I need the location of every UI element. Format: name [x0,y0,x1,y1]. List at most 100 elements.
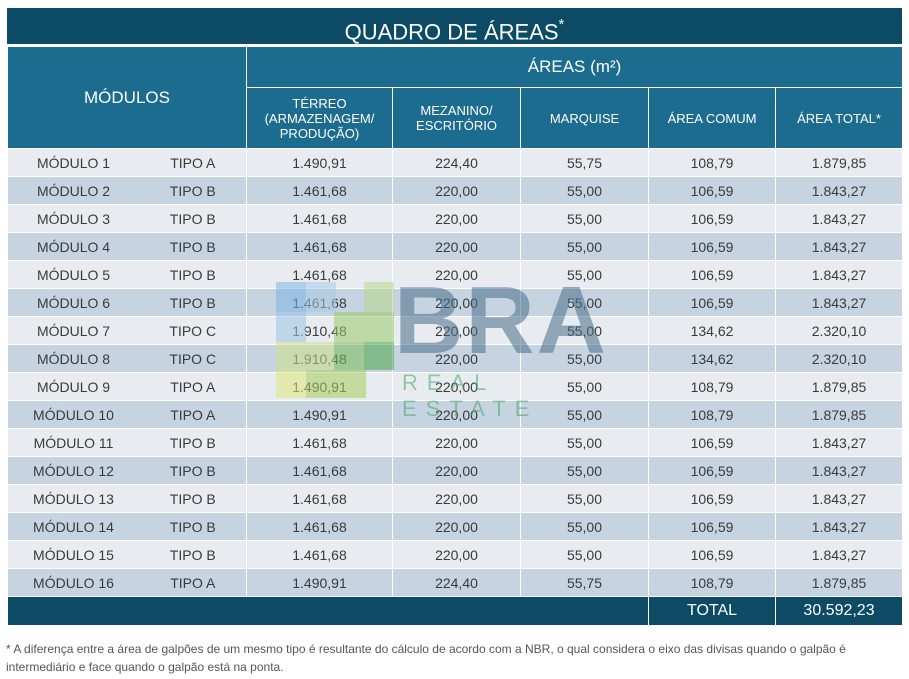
table-row: MÓDULO 5 TIPO B 1.461,68 220,00 55,00 106,59 1… [7,260,904,289]
page-title: QUADRO DE ÁREAS* [7,8,902,46]
table-row: MÓDULO 8 TIPO C 1.910,48 220,00 55,00 134,62 2… [7,344,904,373]
marquise-cell: 55,00 [520,260,649,289]
terreo-cell: 1.461,68 [246,456,393,485]
table-row: MÓDULO 16 TIPO A 1.490,91 224,40 55,75 108,79… [7,568,904,597]
tipo-cell: TIPO B [139,260,247,289]
area-total-cell: 1.843,27 [774,484,904,513]
total-spacer [7,596,649,626]
tipo-cell: TIPO B [139,512,247,541]
table-row: MÓDULO 9 TIPO A 1.490,91 220,00 55,00 108,79 1… [7,372,904,401]
modulo-cell: MÓDULO 13 [7,484,140,513]
table-row: MÓDULO 4 TIPO B 1.461,68 220,00 55,00 106,59 1… [7,232,904,261]
area-comum-cell: 106,59 [648,204,776,233]
tipo-cell: TIPO B [139,456,247,485]
tipo-cell: TIPO B [139,540,247,569]
table-row: MÓDULO 12 TIPO B 1.461,68 220,00 55,00 106,59… [7,456,904,485]
table-row: MÓDULO 11 TIPO B 1.461,68 220,00 55,00 106,59… [7,428,904,457]
area-comum-cell: 134,62 [648,344,776,373]
table-row: MÓDULO 6 TIPO B 1.461,68 220,00 55,00 106,59 1… [7,288,904,317]
area-total-cell: 2.320,10 [774,316,904,345]
tipo-cell: TIPO B [139,176,247,205]
tipo-cell: TIPO C [139,344,247,373]
mezanino-cell: 220,00 [392,316,521,345]
area-total-cell: 1.879,85 [774,372,904,401]
area-comum-cell: 106,59 [648,456,776,485]
area-comum-cell: 108,79 [648,568,776,597]
modulo-cell: MÓDULO 15 [7,540,140,569]
table-row: MÓDULO 3 TIPO B 1.461,68 220,00 55,00 106,59 1… [7,204,904,233]
tipo-cell: TIPO B [139,288,247,317]
mezanino-cell: 220,00 [392,232,521,261]
header-area-comum: ÁREA COMUM [648,87,776,149]
marquise-cell: 55,00 [520,512,649,541]
area-total-cell: 1.879,85 [774,148,904,177]
terreo-cell: 1.461,68 [246,512,393,541]
tipo-cell: TIPO B [139,484,247,513]
title-text: QUADRO DE ÁREAS [344,19,559,45]
table-row: MÓDULO 14 TIPO B 1.461,68 220,00 55,00 106,59… [7,512,904,541]
header-modulos: MÓDULOS [7,46,247,149]
mezanino-cell: 220,00 [392,344,521,373]
area-total-cell: 1.843,27 [774,232,904,261]
area-total-cell: 1.843,27 [774,176,904,205]
area-total-cell: 1.879,85 [774,568,904,597]
mezanino-cell: 220,00 [392,484,521,513]
area-comum-cell: 106,59 [648,260,776,289]
areas-table: MÓDULOS ÁREAS (m²) TÉRREO (ARMAZENAGEM/ … [7,46,904,626]
table-row: MÓDULO 15 TIPO B 1.461,68 220,00 55,00 106,59… [7,540,904,569]
mezanino-cell: 220,00 [392,428,521,457]
marquise-cell: 55,00 [520,540,649,569]
area-comum-cell: 106,59 [648,288,776,317]
marquise-cell: 55,75 [520,148,649,177]
area-total-cell: 2.320,10 [774,344,904,373]
tipo-cell: TIPO C [139,316,247,345]
terreo-cell: 1.461,68 [246,232,393,261]
table-row: MÓDULO 7 TIPO C 1.910,48 220,00 55,00 134,62 2… [7,316,904,345]
modulo-cell: MÓDULO 11 [7,428,140,457]
modulo-cell: MÓDULO 6 [7,288,140,317]
modulo-cell: MÓDULO 9 [7,372,140,401]
tipo-cell: TIPO A [139,568,247,597]
terreo-cell: 1.490,91 [246,568,393,597]
mezanino-cell: 220,00 [392,400,521,429]
mezanino-cell: 224,40 [392,568,521,597]
terreo-cell: 1.461,68 [246,540,393,569]
mezanino-cell: 220,00 [392,540,521,569]
area-comum-cell: 106,59 [648,176,776,205]
mezanino-cell: 220,00 [392,456,521,485]
total-value: 30.592,23 [774,596,904,626]
modulo-cell: MÓDULO 8 [7,344,140,373]
tipo-cell: TIPO A [139,372,247,401]
mezanino-cell: 220,00 [392,288,521,317]
area-total-cell: 1.843,27 [774,204,904,233]
marquise-cell: 55,00 [520,428,649,457]
area-comum-cell: 108,79 [648,148,776,177]
terreo-cell: 1.490,91 [246,148,393,177]
area-total-cell: 1.843,27 [774,512,904,541]
table-body: MÓDULO 1 TIPO A 1.490,91 224,40 55,75 108,79 1… [7,148,904,597]
total-row: TOTAL 30.592,23 [7,596,904,626]
modulo-cell: MÓDULO 14 [7,512,140,541]
terreo-cell: 1.910,48 [246,344,393,373]
marquise-cell: 55,00 [520,400,649,429]
marquise-cell: 55,75 [520,568,649,597]
area-total-cell: 1.843,27 [774,288,904,317]
title-asterisk: * [558,16,565,33]
terreo-cell: 1.461,68 [246,288,393,317]
area-comum-cell: 108,79 [648,400,776,429]
tipo-cell: TIPO A [139,400,247,429]
area-comum-cell: 106,59 [648,484,776,513]
header-mezanino: MEZANINO/ ESCRITÓRIO [392,87,521,149]
terreo-cell: 1.461,68 [246,484,393,513]
mezanino-cell: 224,40 [392,148,521,177]
area-total-cell: 1.843,27 [774,428,904,457]
area-total-cell: 1.879,85 [774,400,904,429]
mezanino-cell: 220,00 [392,204,521,233]
terreo-cell: 1.461,68 [246,260,393,289]
table-row: MÓDULO 13 TIPO B 1.461,68 220,00 55,00 106,59… [7,484,904,513]
marquise-cell: 55,00 [520,288,649,317]
table-row: MÓDULO 10 TIPO A 1.490,91 220,00 55,00 108,79… [7,400,904,429]
modulo-cell: MÓDULO 16 [7,568,140,597]
marquise-cell: 55,00 [520,372,649,401]
area-total-cell: 1.843,27 [774,456,904,485]
